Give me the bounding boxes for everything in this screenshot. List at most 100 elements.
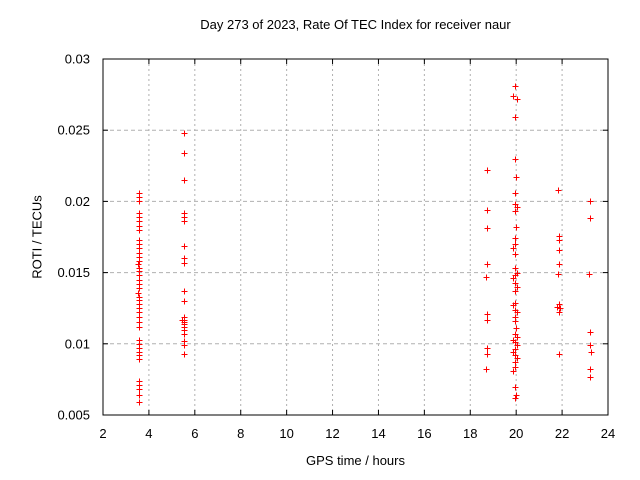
data-point-marker bbox=[514, 355, 521, 362]
x-axis-label: GPS time / hours bbox=[306, 453, 405, 468]
data-point-marker bbox=[587, 374, 594, 381]
data-point-marker bbox=[484, 317, 491, 324]
data-point-marker bbox=[588, 349, 595, 356]
data-point-marker bbox=[556, 351, 563, 358]
data-point-marker bbox=[136, 399, 143, 406]
data-point-marker bbox=[514, 96, 521, 103]
data-point-marker bbox=[136, 386, 143, 393]
x-tick-label: 6 bbox=[191, 426, 198, 441]
data-point-marker bbox=[514, 342, 521, 349]
data-point-marker bbox=[512, 156, 519, 163]
data-point-marker bbox=[484, 167, 491, 174]
x-tick-label: 18 bbox=[463, 426, 477, 441]
data-point-marker bbox=[587, 366, 594, 373]
data-point-marker bbox=[483, 274, 490, 281]
data-point-marker bbox=[484, 351, 491, 358]
data-point-marker bbox=[181, 150, 188, 157]
data-point-marker bbox=[136, 198, 143, 205]
data-point-marker bbox=[512, 288, 519, 295]
data-point-marker bbox=[512, 280, 519, 287]
x-tick-label: 4 bbox=[145, 426, 152, 441]
data-point-marker bbox=[181, 331, 188, 338]
data-point-marker bbox=[514, 284, 521, 291]
data-point-marker bbox=[556, 309, 563, 316]
y-tick-label: 0.02 bbox=[65, 194, 90, 209]
data-point-marker bbox=[554, 304, 561, 311]
y-tick-label: 0.015 bbox=[57, 265, 90, 280]
x-tick-label: 14 bbox=[371, 426, 385, 441]
x-tick-label: 16 bbox=[417, 426, 431, 441]
data-point-marker bbox=[512, 114, 519, 121]
data-point-marker bbox=[555, 187, 562, 194]
data-point-marker bbox=[181, 130, 188, 137]
data-point-marker bbox=[181, 298, 188, 305]
data-point-marker bbox=[510, 275, 517, 282]
data-point-marker bbox=[555, 271, 562, 278]
data-point-marker bbox=[587, 215, 594, 222]
data-point-marker bbox=[587, 198, 594, 205]
data-point-marker bbox=[514, 334, 521, 341]
data-point-marker bbox=[136, 258, 143, 265]
data-point-marker bbox=[512, 83, 519, 90]
data-point-marker bbox=[181, 218, 188, 225]
data-point-marker bbox=[136, 227, 143, 234]
data-point-marker bbox=[181, 177, 188, 184]
data-point-marker bbox=[484, 207, 491, 214]
y-tick-label: 0.005 bbox=[57, 408, 90, 423]
x-tick-label: 22 bbox=[555, 426, 569, 441]
data-point-marker bbox=[586, 271, 593, 278]
x-tick-label: 12 bbox=[325, 426, 339, 441]
data-point-marker bbox=[513, 392, 520, 399]
data-point-marker bbox=[587, 342, 594, 349]
data-point-marker bbox=[136, 324, 143, 331]
data-point-marker bbox=[512, 384, 519, 391]
y-tick-label: 0.03 bbox=[65, 52, 90, 67]
data-point-marker bbox=[484, 345, 491, 352]
y-tick-label: 0.01 bbox=[65, 336, 90, 351]
data-point-marker bbox=[181, 260, 188, 267]
data-point-marker bbox=[483, 366, 490, 373]
data-point-marker bbox=[512, 208, 519, 215]
data-point-marker bbox=[136, 392, 143, 399]
data-point-marker bbox=[135, 290, 142, 297]
data-point-marker bbox=[512, 395, 519, 402]
data-point-marker bbox=[510, 302, 517, 309]
data-point-marker bbox=[181, 342, 188, 349]
data-point-marker bbox=[135, 261, 142, 268]
data-point-marker bbox=[510, 93, 517, 100]
x-tick-label: 24 bbox=[601, 426, 615, 441]
data-point-marker bbox=[556, 247, 563, 254]
data-point-marker bbox=[181, 243, 188, 250]
data-point-marker bbox=[514, 309, 521, 316]
data-point-marker bbox=[513, 224, 520, 231]
data-point-marker bbox=[512, 364, 519, 371]
data-point-marker bbox=[512, 190, 519, 197]
x-tick-label: 2 bbox=[99, 426, 106, 441]
y-tick-label: 0.025 bbox=[57, 123, 90, 138]
data-point-marker bbox=[557, 305, 564, 312]
data-point-marker bbox=[587, 329, 594, 336]
data-point-marker bbox=[514, 204, 521, 211]
data-point-marker bbox=[513, 325, 520, 332]
data-point-marker bbox=[513, 174, 520, 181]
data-point-marker bbox=[484, 225, 491, 232]
data-point-marker bbox=[181, 288, 188, 295]
data-point-marker bbox=[484, 311, 491, 318]
data-point-marker bbox=[512, 318, 519, 325]
data-point-marker bbox=[556, 237, 563, 244]
x-tick-label: 8 bbox=[237, 426, 244, 441]
data-point-marker bbox=[512, 265, 519, 272]
data-point-marker bbox=[510, 245, 517, 252]
data-point-marker bbox=[136, 285, 143, 292]
data-point-marker bbox=[181, 351, 188, 358]
plot-border bbox=[102, 58, 609, 416]
data-point-marker bbox=[512, 235, 519, 242]
data-point-marker bbox=[484, 261, 491, 268]
chart-title: Day 273 of 2023, Rate Of TEC Index for r… bbox=[200, 17, 511, 32]
data-point-marker bbox=[512, 241, 519, 248]
data-point-marker bbox=[556, 261, 563, 268]
x-tick-label: 10 bbox=[279, 426, 293, 441]
x-tick-label: 20 bbox=[509, 426, 523, 441]
